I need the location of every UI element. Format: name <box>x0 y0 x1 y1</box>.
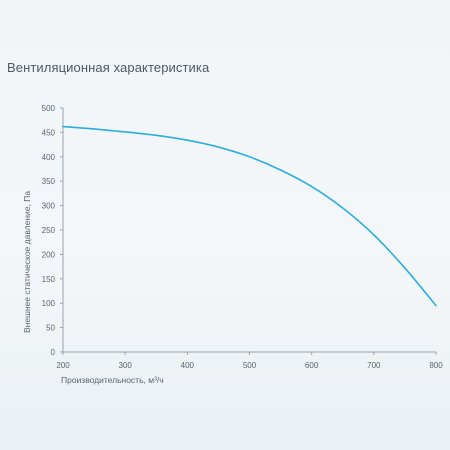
y-tick-label: 300 <box>42 202 56 211</box>
y-tick-label: 0 <box>51 348 56 357</box>
x-axis: 200 300 400 500 600 700 800 <box>56 351 443 370</box>
y-axis-title: Внешнее статическое давление, Па <box>22 191 32 333</box>
y-tick-label: 150 <box>42 275 56 284</box>
y-tick-label: 350 <box>42 177 56 186</box>
x-tick-label: 700 <box>367 361 381 370</box>
x-axis-title: Производительность, м³/ч <box>61 375 164 385</box>
y-tick-label: 450 <box>42 128 56 137</box>
x-tick-label: 500 <box>243 361 257 370</box>
x-tick-label: 200 <box>56 361 70 370</box>
y-tick-label: 200 <box>42 250 56 259</box>
y-axis: 0 50 100 150 200 250 300 350 400 450 500 <box>42 104 64 357</box>
fan-curve-line <box>62 125 437 307</box>
x-tick-label: 600 <box>305 361 319 370</box>
x-tick-label: 300 <box>118 361 132 370</box>
y-tick-label: 400 <box>42 153 56 162</box>
y-tick-label: 250 <box>42 226 56 235</box>
y-tick-label: 500 <box>42 104 56 113</box>
y-tick-label: 100 <box>42 299 56 308</box>
series-group <box>62 125 437 307</box>
chart-title: Вентиляционная характеристика <box>7 60 210 75</box>
x-tick-label: 800 <box>429 361 443 370</box>
x-tick-label: 400 <box>181 361 195 370</box>
y-tick-label: 50 <box>46 324 55 333</box>
